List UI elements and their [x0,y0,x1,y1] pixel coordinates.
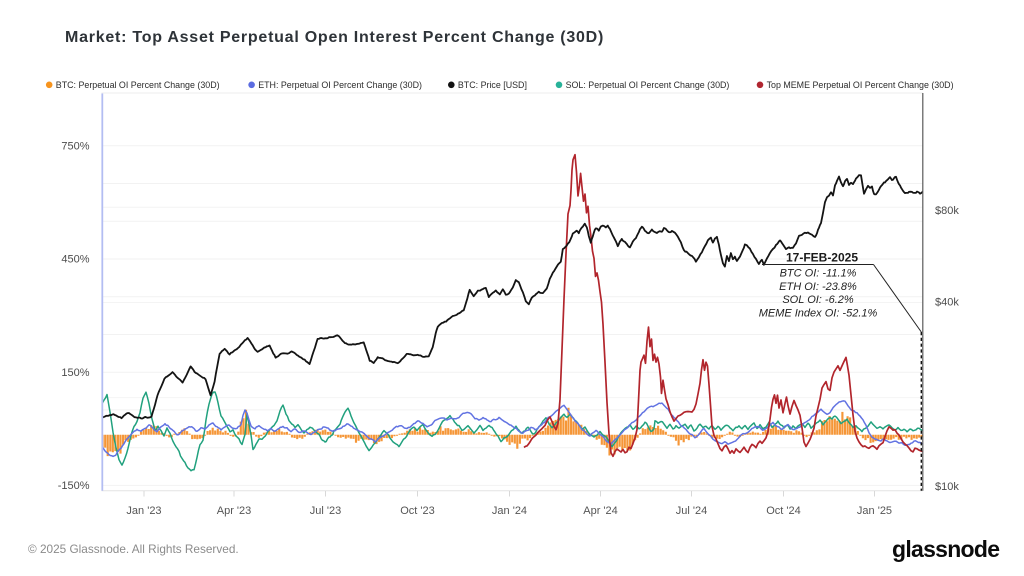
svg-text:Jul '23: Jul '23 [310,505,341,517]
svg-text:Apr '23: Apr '23 [217,505,252,517]
svg-text:$80k: $80k [935,205,959,217]
svg-text:$10k: $10k [935,481,959,493]
svg-text:Jan '25: Jan '25 [857,505,892,517]
svg-text:Oct '24: Oct '24 [766,505,801,517]
svg-text:MEME Index OI: -52.1%: MEME Index OI: -52.1% [759,307,878,319]
svg-text:SOL OI: -6.2%: SOL OI: -6.2% [782,294,854,306]
svg-text:Jan '23: Jan '23 [126,505,161,517]
svg-text:BTC: Price [USD]: BTC: Price [USD] [458,80,527,90]
svg-text:Apr '24: Apr '24 [583,505,618,517]
svg-text:450%: 450% [61,254,89,266]
svg-text:17-FEB-2025: 17-FEB-2025 [786,251,858,265]
svg-text:Jan '24: Jan '24 [492,505,527,517]
svg-text:$40k: $40k [935,297,959,309]
svg-text:Oct '23: Oct '23 [400,505,435,517]
svg-text:Market: Top Asset Perpetual Op: Market: Top Asset Perpetual Open Interes… [65,29,604,46]
svg-text:Top MEME Perpetual OI Percent: Top MEME Perpetual OI Percent Change (30… [767,80,954,90]
svg-text:150%: 150% [61,367,89,379]
svg-text:ETH OI: -23.8%: ETH OI: -23.8% [779,281,857,293]
svg-text:glassnode: glassnode [892,536,1000,562]
svg-text:750%: 750% [61,140,89,152]
svg-text:© 2025 Glassnode. All Rights R: © 2025 Glassnode. All Rights Reserved. [28,542,239,556]
svg-text:ETH: Perpetual OI Percent Chan: ETH: Perpetual OI Percent Change (30D) [258,80,422,90]
svg-text:-150%: -150% [58,480,90,492]
svg-text:BTC OI: -11.1%: BTC OI: -11.1% [780,268,857,280]
svg-text:SOL: Perpetual OI Percent Chan: SOL: Perpetual OI Percent Change (30D) [566,80,730,90]
svg-text:Jul '24: Jul '24 [676,505,707,517]
svg-text:BTC: Perpetual OI Percent Chan: BTC: Perpetual OI Percent Change (30D) [56,80,220,90]
